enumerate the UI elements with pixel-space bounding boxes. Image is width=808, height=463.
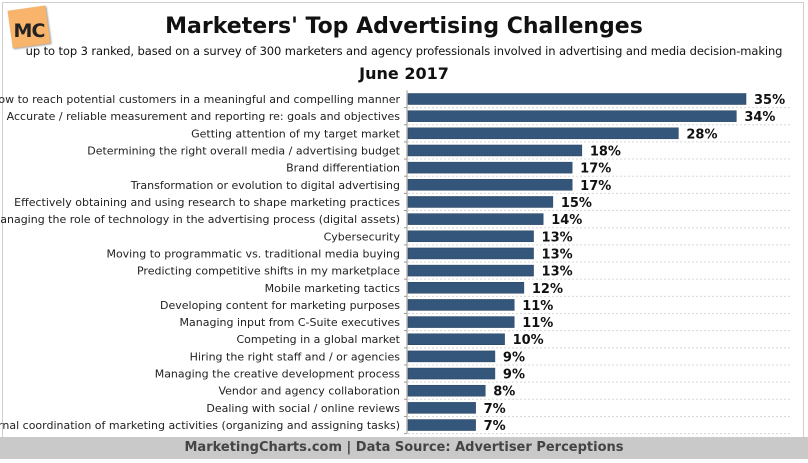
value-label: 12% — [532, 282, 563, 297]
value-label: 8% — [493, 385, 515, 400]
category-label: Moving to programmatic vs. traditional m… — [106, 247, 400, 260]
value-label: 28% — [686, 127, 717, 142]
value-label: 14% — [551, 213, 582, 228]
bar — [407, 161, 573, 174]
value-label: 9% — [503, 350, 525, 365]
value-label: 7% — [484, 419, 506, 434]
source-footer: MarketingCharts.com | Data Source: Adver… — [0, 437, 808, 459]
bar — [407, 196, 554, 208]
bar — [407, 350, 496, 363]
bar — [407, 367, 496, 380]
chart-title: Marketers' Top Advertising Challenges — [165, 14, 643, 39]
value-label: 13% — [542, 247, 573, 262]
category-label: Internal coordination of marketing activ… — [0, 419, 400, 432]
bar — [407, 247, 534, 260]
category-label: Managing input from C-Suite executives — [180, 316, 401, 329]
chart-subtitle: up to top 3 ranked, based on a survey of… — [25, 44, 783, 58]
category-label: Mobile marketing tactics — [265, 282, 401, 295]
value-label: 10% — [513, 333, 544, 348]
category-label: Cybersecurity — [324, 230, 401, 243]
category-label: Managing the role of technology in the a… — [0, 213, 400, 226]
value-label: 13% — [542, 265, 573, 280]
bar — [407, 144, 583, 157]
value-label: 15% — [561, 196, 592, 211]
category-label: Developing content for marketing purpose… — [160, 299, 400, 312]
bar — [407, 264, 534, 277]
bar — [407, 299, 515, 311]
value-label: 13% — [542, 230, 573, 245]
value-label: 17% — [580, 179, 611, 194]
category-label: Dealing with social / online reviews — [206, 402, 400, 415]
category-label: Getting attention of my target market — [191, 127, 401, 140]
bar — [407, 230, 534, 243]
bar — [407, 419, 476, 431]
bar — [407, 110, 737, 122]
value-label: 11% — [522, 299, 553, 314]
bar — [407, 402, 476, 414]
category-label: Brand differentiation — [286, 162, 400, 175]
bar — [407, 316, 515, 328]
chart-date: June 2017 — [359, 64, 449, 83]
value-label: 7% — [484, 402, 506, 417]
value-label: 17% — [580, 162, 611, 177]
category-label: Hiring the right staff and / or agencies — [190, 350, 401, 363]
category-label: Competing in a global market — [236, 333, 400, 346]
bar — [407, 179, 573, 191]
category-label: Effectively obtaining and using research… — [14, 196, 400, 209]
value-label: 18% — [590, 144, 621, 159]
value-label: 11% — [522, 316, 553, 331]
category-label: Accurate / reliable measurement and repo… — [7, 110, 401, 123]
category-label: Transformation or evolution to digital a… — [130, 179, 400, 192]
bar — [407, 93, 747, 105]
bar — [407, 213, 544, 225]
bar — [407, 384, 486, 397]
category-label: Determining the right overall media / ad… — [87, 144, 400, 157]
bar — [407, 127, 679, 140]
value-label: 34% — [744, 110, 775, 125]
value-label: 35% — [754, 93, 785, 108]
bar — [407, 282, 525, 294]
value-label: 9% — [503, 368, 525, 383]
category-label: Predicting competitive shifts in my mark… — [137, 265, 400, 278]
category-label: How to reach potential customers in a me… — [0, 93, 400, 106]
bar — [407, 333, 505, 345]
category-label: Vendor and agency collaboration — [218, 385, 400, 398]
category-label: Managing the creative development proces… — [155, 368, 401, 381]
